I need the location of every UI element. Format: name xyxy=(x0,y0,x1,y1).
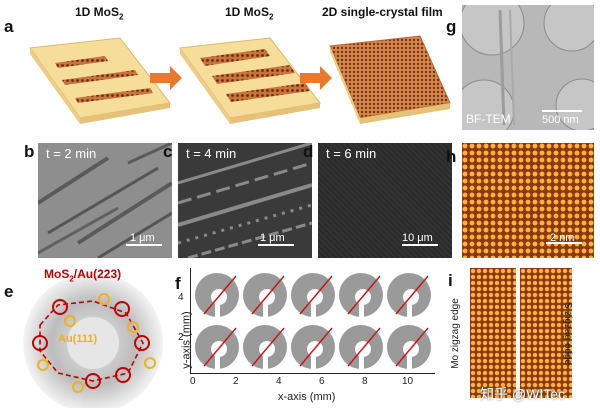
f-ytick-4: 4 xyxy=(178,292,184,303)
b-time-label: t = 2 min xyxy=(46,146,97,161)
e-title: MoS2/Au(223) xyxy=(44,267,122,284)
b-scale-label: 1 μm xyxy=(130,232,155,244)
f-thumbnail xyxy=(387,325,431,371)
tem-scale-label: 500 nm xyxy=(542,114,579,126)
panel-a-step1-caption: 1D MoS2 xyxy=(75,5,124,22)
panel-a-step2-caption: 1D MoS2 xyxy=(225,5,274,22)
f-thumbnail xyxy=(195,273,239,319)
panel-a-step3-caption: 2D single-crystal film xyxy=(322,5,443,19)
f-xtick-2: 2 xyxy=(233,376,239,387)
f-xtick-6: 6 xyxy=(319,376,325,387)
arrow-2 xyxy=(300,66,332,90)
substrate-2 xyxy=(179,37,321,124)
i-right-edge-label: S zigzag edge xyxy=(562,301,574,366)
f-thumbnail xyxy=(339,273,383,319)
panel-label-b: b xyxy=(24,142,35,161)
c-scale-bar xyxy=(258,244,294,246)
b-scale-bar xyxy=(126,244,162,246)
h-scale-label: 2 nm xyxy=(550,232,575,244)
c-scale-label: 1 μm xyxy=(260,232,285,244)
h-scale-bar xyxy=(546,242,582,244)
f-thumbnail xyxy=(243,325,287,371)
f-ytick-2: 2 xyxy=(178,332,184,343)
f-thumbnail xyxy=(387,273,431,319)
panel-label-f: f xyxy=(175,274,181,293)
tem-scale-bar xyxy=(542,110,582,112)
panel-g-tem-image: BF-TEM 500 nm xyxy=(462,5,594,130)
e-inner-label: Au(111) xyxy=(58,333,98,345)
panel-label-d: d xyxy=(303,142,314,161)
f-xaxis xyxy=(190,373,435,374)
panel-label-g: g xyxy=(446,17,457,36)
d-scale-bar xyxy=(402,244,438,246)
f-xtick-10: 10 xyxy=(402,376,414,387)
f-xtick-4: 4 xyxy=(276,376,282,387)
panel-h-stm-image: 2 nm xyxy=(462,143,594,258)
panel-i-left-stm xyxy=(470,268,516,398)
panel-i-right-stm xyxy=(520,268,572,398)
panel-e-leed-pattern: MoS2/Au(223) Au(111) xyxy=(18,263,168,408)
f-thumbnail xyxy=(243,273,287,319)
f-xlabel: x-axis (mm) xyxy=(278,391,336,403)
f-xtick-0: 0 xyxy=(190,376,196,387)
arrow-1 xyxy=(150,66,182,90)
f-yaxis xyxy=(190,268,191,374)
d-time-label: t = 6 min xyxy=(326,146,377,161)
substrate-1 xyxy=(29,37,171,124)
panel-f-grid xyxy=(192,268,432,373)
i-left-edge-label: Mo zigzag edge xyxy=(449,298,461,369)
panel-a-schematic xyxy=(29,35,451,124)
substrate-3-film xyxy=(329,35,451,124)
panel-b-sem-image: t = 2 min 1 μm xyxy=(38,143,172,258)
f-thumbnail xyxy=(291,273,335,319)
tem-mode-label: BF-TEM xyxy=(466,112,511,126)
f-thumbnail xyxy=(339,325,383,371)
panel-label-i: i xyxy=(448,271,453,290)
f-xtick-8: 8 xyxy=(362,376,368,387)
f-thumbnail xyxy=(195,325,239,371)
watermark: 知乎 @WITec xyxy=(480,386,565,402)
d-scale-label: 10 μm xyxy=(402,232,433,244)
panel-label-e: e xyxy=(4,282,14,301)
f-thumbnail xyxy=(291,325,335,371)
c-time-label: t = 4 min xyxy=(186,146,237,161)
panel-label-c: c xyxy=(163,142,173,161)
panel-c-sem-image: t = 4 min 1 μm xyxy=(178,143,312,258)
panel-d-sem-image: t = 6 min 10 μm xyxy=(318,143,452,258)
panel-label-h: h xyxy=(446,147,457,166)
panel-label-a: a xyxy=(4,17,14,36)
